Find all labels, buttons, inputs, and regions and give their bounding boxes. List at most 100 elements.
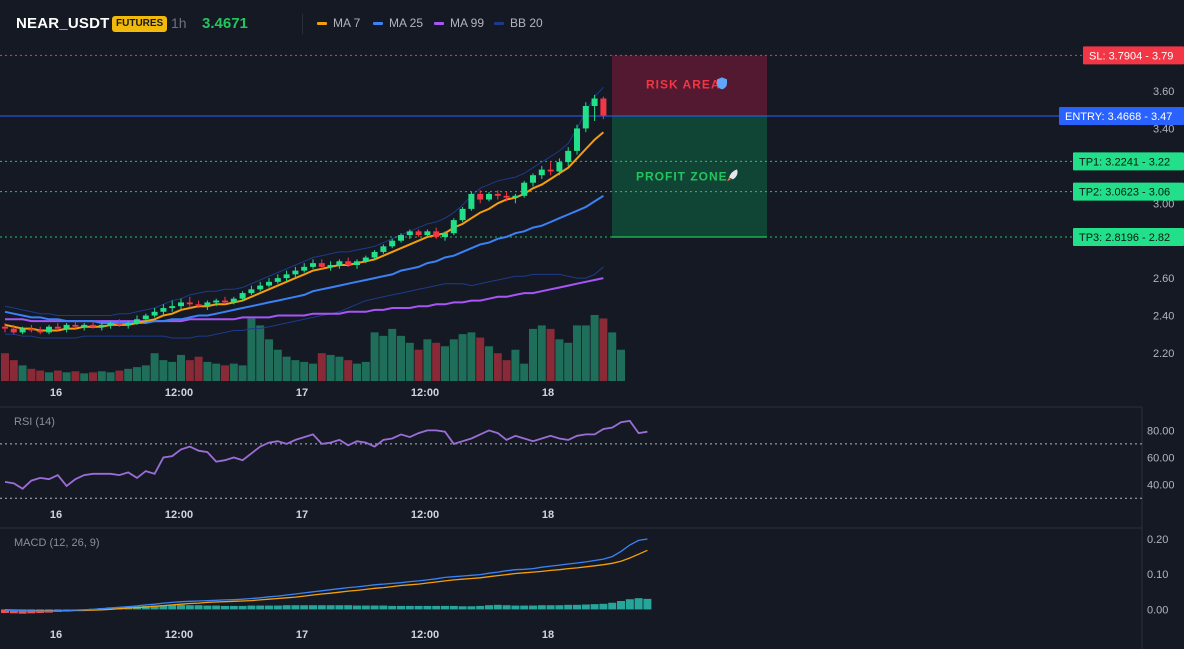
candle[interactable] (54, 323, 61, 331)
candle[interactable] (406, 229, 413, 239)
candle[interactable] (538, 165, 545, 179)
candle[interactable] (318, 259, 325, 269)
candle[interactable] (98, 323, 105, 331)
candle-body (72, 324, 79, 327)
rocket-icon-flame (727, 177, 731, 182)
candle[interactable] (310, 259, 316, 269)
candle[interactable] (2, 323, 8, 333)
candle[interactable] (530, 173, 536, 187)
candle-body (582, 105, 589, 129)
candle[interactable] (248, 285, 255, 295)
candle[interactable] (72, 321, 79, 329)
candle[interactable] (213, 298, 220, 307)
candle[interactable] (274, 274, 281, 284)
candle[interactable] (257, 281, 264, 292)
candle-body (186, 302, 193, 305)
candle-body (283, 274, 290, 279)
candle[interactable] (591, 94, 598, 121)
volume-bar (159, 360, 168, 381)
candle[interactable] (354, 259, 360, 269)
candle[interactable] (107, 321, 114, 329)
macd-hist-bar (625, 599, 634, 610)
candle[interactable] (125, 321, 132, 329)
candle-body (178, 302, 184, 307)
candle[interactable] (169, 300, 176, 312)
candle[interactable] (362, 255, 369, 264)
candle[interactable] (512, 193, 519, 204)
candle-body (266, 281, 272, 286)
candle[interactable] (398, 233, 404, 243)
candle[interactable] (151, 308, 158, 318)
candle[interactable] (556, 158, 563, 176)
candle[interactable] (116, 319, 123, 327)
time-tick: 12:00 (165, 629, 193, 641)
candle[interactable] (433, 227, 440, 239)
candle[interactable] (186, 296, 193, 309)
candle[interactable] (10, 324, 17, 335)
symbol-name[interactable]: NEAR_USDT (16, 15, 110, 32)
candle[interactable] (222, 296, 228, 305)
candle[interactable] (582, 102, 589, 133)
candle[interactable] (468, 192, 475, 211)
legend-ma7[interactable]: MA 7 (317, 16, 360, 30)
candle[interactable] (371, 250, 378, 260)
candle[interactable] (494, 190, 501, 200)
candle[interactable] (442, 231, 448, 241)
candle[interactable] (204, 300, 211, 310)
candle[interactable] (477, 190, 484, 204)
volume-bar (133, 367, 141, 381)
macd-hist-bar (599, 603, 608, 610)
time-tick: 16 (50, 629, 62, 641)
candle[interactable] (90, 321, 96, 329)
candle[interactable] (63, 323, 70, 333)
candle[interactable] (450, 218, 457, 236)
candle[interactable] (424, 229, 431, 237)
volume-bar (441, 346, 449, 381)
candle-body (28, 328, 35, 331)
candle[interactable] (28, 324, 35, 333)
candle[interactable] (239, 291, 246, 301)
volume-bar (458, 334, 467, 381)
candle[interactable] (230, 296, 237, 305)
candle[interactable] (46, 324, 52, 335)
candle[interactable] (486, 192, 492, 202)
legend-ma99[interactable]: MA 99 (434, 16, 484, 30)
candle[interactable] (266, 278, 272, 288)
candle[interactable] (503, 192, 510, 202)
candle[interactable] (301, 263, 308, 273)
candle[interactable] (292, 266, 299, 279)
candle[interactable] (134, 315, 140, 325)
candle-body (433, 231, 440, 237)
candle[interactable] (336, 259, 343, 269)
candle[interactable] (195, 300, 202, 309)
candle[interactable] (81, 323, 88, 331)
chart-header: NEAR_USDT FUTURES 1h 3.4671 MA 7 MA 25 M… (0, 0, 1184, 48)
candle-body (98, 324, 105, 327)
macd-hist-bar (564, 604, 573, 610)
candle[interactable] (574, 124, 580, 155)
candle[interactable] (600, 96, 607, 120)
legend-bb20[interactable]: BB 20 (494, 16, 543, 30)
macd-hist-bar (423, 605, 432, 610)
candle[interactable] (380, 244, 387, 254)
candle[interactable] (142, 313, 149, 324)
legend-ma25[interactable]: MA 25 (373, 16, 423, 30)
candle[interactable] (565, 147, 572, 166)
candle[interactable] (389, 238, 396, 249)
candle[interactable] (415, 229, 422, 237)
candle[interactable] (19, 326, 26, 335)
candle[interactable] (459, 207, 466, 222)
candle[interactable] (37, 326, 44, 335)
candle[interactable] (283, 270, 290, 282)
volume-bar (581, 325, 590, 381)
candle[interactable] (521, 180, 528, 198)
macd-hist-bar (168, 604, 177, 610)
candle[interactable] (160, 304, 167, 316)
interval-label[interactable]: 1h (171, 15, 187, 31)
candle[interactable] (547, 162, 554, 176)
time-tick: 17 (296, 629, 308, 641)
candle[interactable] (345, 257, 352, 267)
candle[interactable] (327, 261, 334, 271)
candle[interactable] (178, 298, 184, 310)
